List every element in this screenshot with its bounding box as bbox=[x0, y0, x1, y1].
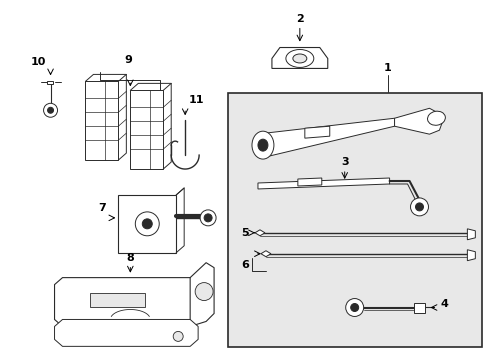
Polygon shape bbox=[394, 108, 444, 134]
Ellipse shape bbox=[200, 210, 216, 226]
Ellipse shape bbox=[258, 139, 267, 151]
Text: 7: 7 bbox=[98, 203, 106, 213]
Text: 6: 6 bbox=[241, 260, 248, 270]
Ellipse shape bbox=[203, 214, 212, 222]
Text: 4: 4 bbox=[440, 298, 447, 309]
Ellipse shape bbox=[142, 219, 152, 229]
Polygon shape bbox=[467, 229, 474, 240]
Ellipse shape bbox=[47, 107, 53, 113]
Ellipse shape bbox=[427, 111, 445, 125]
Bar bbox=[413, 302, 425, 314]
Polygon shape bbox=[258, 178, 389, 189]
Ellipse shape bbox=[173, 332, 183, 341]
Text: 3: 3 bbox=[340, 157, 348, 167]
Polygon shape bbox=[85, 81, 118, 160]
Text: 2: 2 bbox=[295, 14, 303, 24]
Text: 11: 11 bbox=[188, 95, 203, 105]
Text: 10: 10 bbox=[31, 58, 46, 67]
Ellipse shape bbox=[43, 103, 58, 117]
Polygon shape bbox=[190, 263, 214, 327]
Polygon shape bbox=[90, 293, 145, 306]
Polygon shape bbox=[46, 81, 52, 84]
Polygon shape bbox=[130, 90, 163, 169]
Ellipse shape bbox=[195, 283, 213, 301]
Ellipse shape bbox=[350, 303, 358, 311]
Polygon shape bbox=[55, 319, 198, 346]
Text: 5: 5 bbox=[241, 228, 248, 238]
Polygon shape bbox=[297, 178, 321, 186]
Ellipse shape bbox=[410, 198, 427, 216]
Polygon shape bbox=[264, 118, 394, 157]
Ellipse shape bbox=[135, 212, 159, 236]
Text: 8: 8 bbox=[126, 253, 134, 263]
Bar bbox=[227, 93, 481, 347]
Polygon shape bbox=[254, 230, 264, 236]
Polygon shape bbox=[271, 48, 327, 68]
Polygon shape bbox=[55, 278, 198, 327]
Ellipse shape bbox=[292, 54, 306, 63]
Text: 1: 1 bbox=[383, 63, 391, 73]
Ellipse shape bbox=[251, 131, 273, 159]
Polygon shape bbox=[304, 126, 329, 138]
Bar bbox=[118, 195, 176, 253]
Polygon shape bbox=[467, 250, 474, 261]
Text: 9: 9 bbox=[124, 55, 132, 66]
Ellipse shape bbox=[285, 50, 313, 67]
Polygon shape bbox=[261, 251, 270, 257]
Ellipse shape bbox=[345, 298, 363, 316]
Ellipse shape bbox=[415, 203, 423, 211]
